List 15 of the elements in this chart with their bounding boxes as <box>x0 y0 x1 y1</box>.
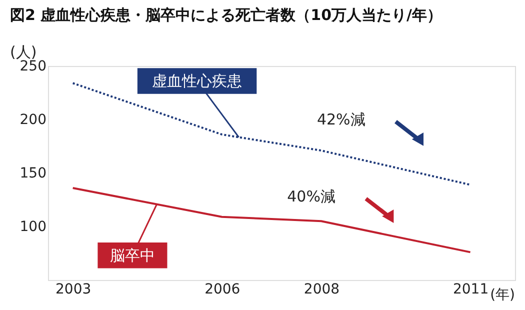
x-tick-label: 2003 <box>56 282 92 298</box>
y-tick-label: 150 <box>20 166 46 182</box>
x-tick-label: 2006 <box>204 282 240 298</box>
annotation: 42%減 <box>316 110 366 128</box>
x-axis-title: (年) <box>490 287 515 303</box>
y-axis-title: (人) <box>10 43 37 61</box>
chart-title: 図2 虚血性心疾患・脳卒中による死亡者数（10万人当たり/年） <box>10 6 442 24</box>
y-tick-label: 100 <box>20 219 46 235</box>
x-tick-label: 2008 <box>304 282 340 298</box>
y-tick-label: 200 <box>20 112 46 128</box>
y-tick-label: 250 <box>20 58 46 74</box>
text: 脳卒中 <box>110 246 155 264</box>
annotation: 40%減 <box>287 188 336 206</box>
series-label: 虚血性心疾患 <box>152 72 242 90</box>
x-tick-label: 2011 <box>452 282 489 298</box>
